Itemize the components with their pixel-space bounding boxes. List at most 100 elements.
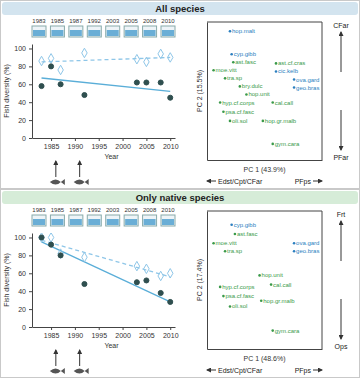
icon-frame [32,215,46,226]
species-label: hyp.cf.corps [222,100,254,106]
data-point [167,269,172,278]
x-axis-line [33,327,176,328]
tick: 1995 [91,327,107,339]
data-point [167,53,172,62]
tick-label: 2010 [163,143,179,150]
axis-annotation: Edst/Cpt/CFar [218,178,263,186]
water-icon [106,215,120,226]
species-label: oli.sol [232,303,247,309]
tick-label: 40 [18,288,26,295]
water-icon [143,26,157,37]
icon-year-label: 2003 [106,18,120,24]
icon-water [88,30,100,36]
species-label: hyp.cf.corps [222,284,254,290]
tick-mark [75,327,76,330]
icon-year-label: 2005 [124,207,138,213]
x-axis [208,160,323,161]
water-icon [106,26,120,37]
tick: 2000 [115,138,131,150]
tick-label: 60 [18,81,26,88]
data-point [270,283,273,286]
tick-mark [29,84,32,85]
icon-frame [143,26,157,37]
icon-frame [124,26,138,37]
species-label: cyp.gibb [234,222,257,228]
tick: 2005 [139,138,155,150]
icon-water [107,30,119,36]
plot-area [39,48,173,100]
header-bar [2,2,358,15]
x-axis-line [208,349,323,350]
direction-arrow [341,299,342,339]
tick-label: 2005 [139,143,155,150]
data-point [275,62,278,65]
icon-year-label: 1983 [32,18,46,24]
species-label: psa.cf.fasc [225,293,254,299]
tick-mark [123,327,124,330]
direction-arrow [313,181,322,182]
y-axis-title: Fish diversity (%) [3,64,11,118]
tick: 0 [22,135,32,142]
figure: All speciesOnly native species1983198519… [0,0,360,378]
x-axis-line [33,138,176,139]
data-point [82,282,87,287]
tick-mark [29,291,32,292]
tick-label: 2010 [163,332,179,339]
y-axis-line [32,45,33,139]
tick-label: 1985 [44,332,60,339]
tick-mark [123,138,124,141]
icon-frame [106,26,120,37]
trend-line [42,78,171,91]
direction-arrow [313,370,322,371]
species-label: bry.dulc [242,83,263,89]
species-label: cal.call [273,282,291,288]
data-point [260,299,263,302]
y-axis-line [207,23,208,161]
x-axis [208,349,323,350]
x-axis-line [208,160,323,161]
tick-label: 2005 [139,332,155,339]
data-point [144,80,149,85]
species-label: cyp.gibb [234,51,257,57]
tick-label: 20 [18,306,26,313]
data-point [271,101,274,104]
icon-frame [69,26,83,37]
tick-label: 80 [18,63,26,70]
tick: 60 [18,270,32,277]
icon-year-label: 1983 [32,207,46,213]
water-icon [161,26,175,37]
tick: 20 [18,306,32,313]
tick-mark [75,138,76,141]
species-label: ova.gard [296,240,319,246]
tick-label: 1995 [91,143,107,150]
introduction-arrow [55,350,56,366]
icon-year-label: 2008 [143,207,157,213]
data-point [58,249,63,258]
data-point [48,233,53,242]
water-icon [143,215,157,226]
data-point [58,253,63,258]
species-label: geo.bras [296,85,319,91]
data-point [245,93,248,96]
x-axis-title: PC 1 (48.6%) [243,355,285,363]
icon-frame [32,26,46,37]
header-title: All species [155,3,205,14]
water-icon [50,215,64,226]
tick-label: 1995 [91,332,107,339]
species-label: cal.call [275,100,293,106]
tick: 2010 [163,327,179,339]
species-label: psa.cf.fasc [225,109,254,115]
plot-frame [207,22,322,23]
icon-water [162,30,174,36]
data-point [58,82,63,87]
species-label: hop.gr.malb [263,298,295,304]
data-point [271,329,274,332]
data-point [82,252,87,261]
data-point [229,120,232,123]
data-point [158,49,163,58]
tick-mark [29,138,32,139]
y-axis [207,23,208,161]
tick-mark [29,120,32,121]
icon-water [125,30,137,36]
data-point [271,143,274,146]
